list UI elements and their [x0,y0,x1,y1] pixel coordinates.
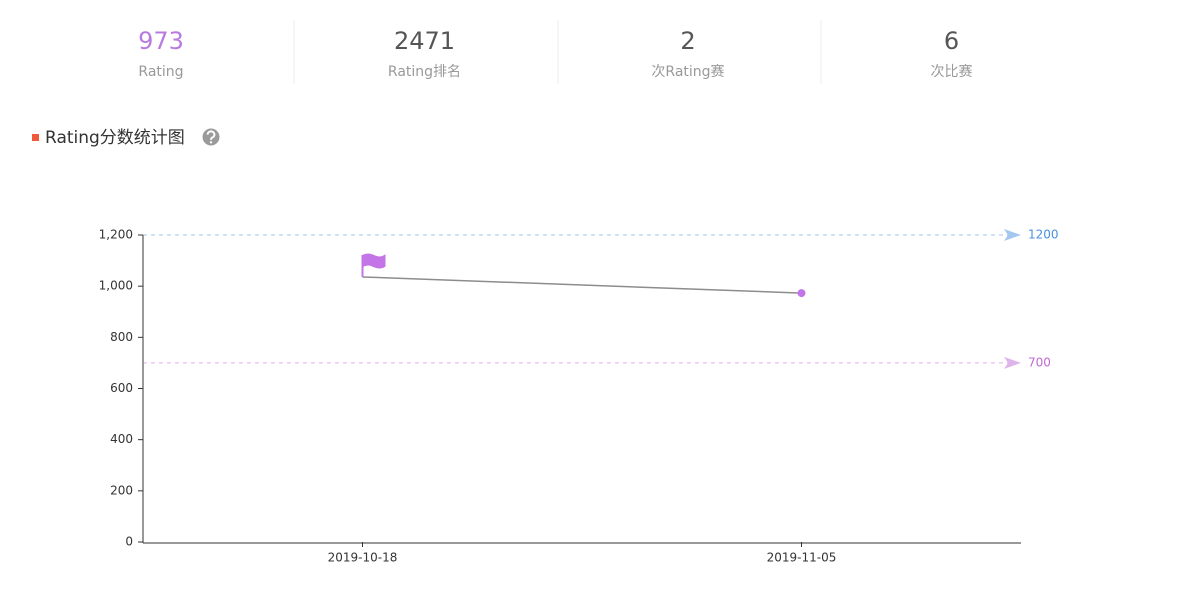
title-marker [32,134,39,141]
y-tick-label: 600 [110,381,133,395]
y-tick-label: 400 [110,432,133,446]
chart-title: Rating分数统计图 [45,128,185,148]
stat-label: Rating排名 [388,64,461,80]
y-tick-label: 800 [110,330,133,344]
y-tick-label: 200 [110,483,133,497]
mark-label: 1200 [1028,228,1059,242]
x-tick-label: 2019-10-18 [328,551,398,565]
flag-marker [361,253,386,277]
mark-arrow [1004,229,1021,241]
mark-label: 700 [1028,355,1051,369]
y-tick-label: 1,200 [99,228,133,242]
stat-value: 6 [944,27,959,55]
mark-arrow [1004,356,1021,369]
point [797,289,806,298]
stat-value: 2471 [394,27,455,55]
y-tick-label: 0 [125,535,133,549]
stat-value: 2 [680,27,695,55]
line [362,276,802,294]
y-tick-label: 1,000 [99,279,133,293]
stat-label: 次比赛 [931,64,973,80]
stat-label: 次Rating赛 [651,64,724,80]
x-tick-label: 2019-11-05 [767,551,837,565]
help-icon[interactable] [202,128,220,146]
stat-label: Rating [138,64,183,80]
stat-value: 973 [138,27,184,55]
